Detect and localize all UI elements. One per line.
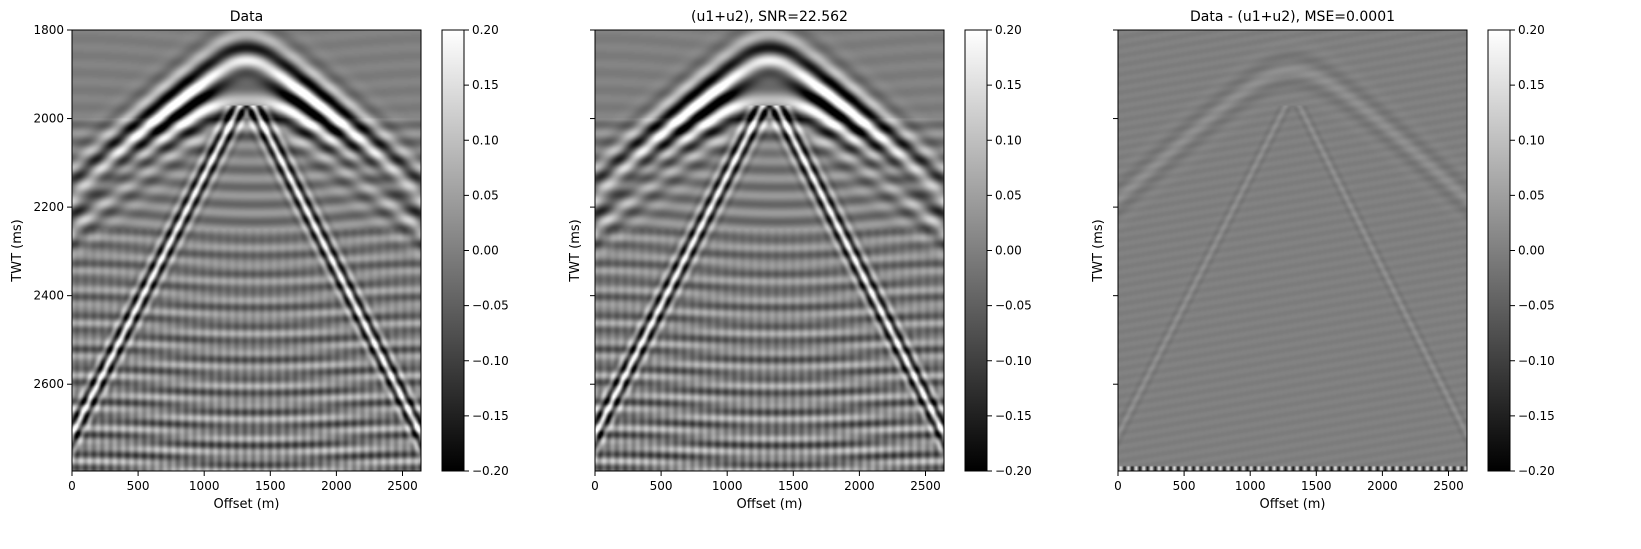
panel-3: Data - (u1+u2), MSE=0.0001 0 500 1000 1500 20… xyxy=(1091,9,1555,512)
colorbar-gradient xyxy=(964,29,988,472)
colorbar: 0.20 0.15 0.10 0.05 0.00 −0.05 −0.10 −0.15 −0.20 xyxy=(964,23,1032,478)
x-tick-label: 500 xyxy=(650,479,673,493)
y-axis-label: TWT (ms) xyxy=(568,219,583,282)
colorbar-tick-label: 0.00 xyxy=(1518,244,1545,258)
colorbar-tick-label: −0.05 xyxy=(472,299,509,313)
colorbar-tick-label: 0.05 xyxy=(1518,188,1545,202)
colorbar-gradient xyxy=(1487,29,1511,472)
colorbar-tick-label: 0.10 xyxy=(995,133,1022,147)
x-tick-label: 1500 xyxy=(1301,479,1332,493)
panel-1: Data 0 500 1000 1500 2000 2500 Offset (m) 1800 20… xyxy=(10,9,509,512)
x-tick-label: 1000 xyxy=(712,479,743,493)
colorbar-tick-label: −0.05 xyxy=(1518,299,1555,313)
x-tick-label: 2000 xyxy=(321,479,352,493)
x-axis-label: Offset (m) xyxy=(737,497,803,512)
colorbar-tick-label: 0.00 xyxy=(995,244,1022,258)
colorbar-tick-label: −0.10 xyxy=(995,354,1032,368)
x-tick-label: 2000 xyxy=(844,479,875,493)
x-tick-label: 1000 xyxy=(189,479,220,493)
y-tick-label: 1800 xyxy=(33,23,64,37)
heatmap-image xyxy=(72,30,421,471)
y-tick-label: 2000 xyxy=(33,112,64,126)
colorbar-tick-label: 0.15 xyxy=(995,78,1022,92)
axes-frame xyxy=(594,29,945,472)
colorbar-tick-label: −0.10 xyxy=(1518,354,1555,368)
colorbar-gradient xyxy=(441,29,465,472)
y-tick-label: 2600 xyxy=(33,377,64,391)
x-tick-label: 2000 xyxy=(1367,479,1398,493)
colorbar-tick-label: −0.20 xyxy=(1518,464,1555,478)
colorbar-tick-label: −0.20 xyxy=(472,464,509,478)
colorbar-tick-label: 0.20 xyxy=(995,23,1022,37)
colorbar-tick-label: 0.10 xyxy=(1518,133,1545,147)
colorbar-tick-label: 0.15 xyxy=(1518,78,1545,92)
y-axis-label: TWT (ms) xyxy=(10,219,25,282)
x-axis-label: Offset (m) xyxy=(214,497,280,512)
colorbar-tick-label: 0.20 xyxy=(1518,23,1545,37)
x-tick-label: 1000 xyxy=(1235,479,1266,493)
colorbar-tick-label: 0.05 xyxy=(995,188,1022,202)
colorbar-tick-label: −0.10 xyxy=(472,354,509,368)
x-tick-label: 0 xyxy=(68,479,76,493)
colorbar: 0.20 0.15 0.10 0.05 0.00 −0.05 −0.10 −0.15 −0.20 xyxy=(1487,23,1555,478)
colorbar-tick-label: −0.05 xyxy=(995,299,1032,313)
axes-frame xyxy=(71,29,422,472)
colorbar-tick-label: −0.15 xyxy=(472,409,509,423)
x-tick-label: 2500 xyxy=(1433,479,1464,493)
y-tick-label: 2200 xyxy=(33,200,64,214)
x-tick-label: 500 xyxy=(1173,479,1196,493)
chart-title: Data - (u1+u2), MSE=0.0001 xyxy=(1190,9,1395,25)
x-tick-label: 0 xyxy=(591,479,599,493)
x-tick-label: 1500 xyxy=(778,479,809,493)
x-tick-label: 2500 xyxy=(910,479,941,493)
y-tick-label: 2400 xyxy=(33,289,64,303)
colorbar-tick-label: 0.20 xyxy=(472,23,499,37)
x-tick-label: 0 xyxy=(1114,479,1122,493)
colorbar-tick-label: 0.00 xyxy=(472,244,499,258)
chart-title: (u1+u2), SNR=22.562 xyxy=(691,9,848,25)
heatmap-image xyxy=(595,30,944,471)
x-axis-label: Offset (m) xyxy=(1260,497,1326,512)
x-tick-label: 2500 xyxy=(387,479,418,493)
colorbar-tick-label: −0.15 xyxy=(1518,409,1555,423)
x-tick-label: 500 xyxy=(127,479,150,493)
x-tick-label: 1500 xyxy=(255,479,286,493)
panel-2: (u1+u2), SNR=22.562 0 500 1000 1500 2000 2500 O… xyxy=(568,9,1032,512)
y-axis-label: TWT (ms) xyxy=(1091,219,1106,282)
colorbar-tick-label: −0.20 xyxy=(995,464,1032,478)
chart-title: Data xyxy=(230,9,263,25)
colorbar: 0.20 0.15 0.10 0.05 0.00 −0.05 −0.10 −0.15 −0.20 xyxy=(441,23,509,478)
colorbar-tick-label: 0.05 xyxy=(472,188,499,202)
colorbar-tick-label: 0.15 xyxy=(472,78,499,92)
heatmap-image xyxy=(1118,30,1467,471)
colorbar-tick-label: 0.10 xyxy=(472,133,499,147)
axes-frame xyxy=(1117,29,1468,472)
colorbar-tick-label: −0.15 xyxy=(995,409,1032,423)
